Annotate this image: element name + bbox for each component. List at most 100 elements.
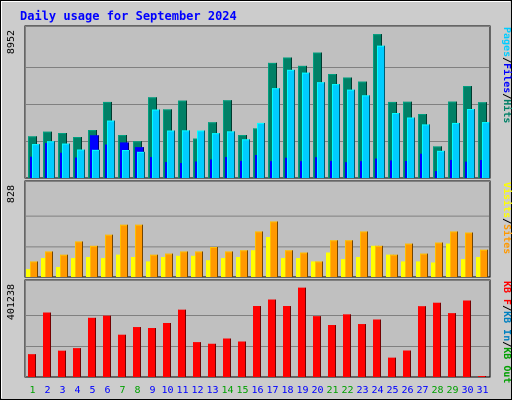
x-tick-label: 20 xyxy=(311,385,323,396)
bar-pages xyxy=(347,89,355,178)
bar-kbf xyxy=(358,324,366,377)
bar-pages xyxy=(437,150,445,178)
x-tick-label: 5 xyxy=(89,385,95,396)
bar-sites xyxy=(210,247,218,277)
bar-sites xyxy=(255,231,263,277)
bar-kbf xyxy=(208,343,216,377)
legend-item-top: / xyxy=(501,57,512,63)
bar-kbf xyxy=(433,302,441,377)
legend-bottom: KB F/KB In/KB Out xyxy=(501,281,512,383)
bar-sites xyxy=(375,245,383,277)
bar-kbf xyxy=(133,327,141,377)
bar-sites xyxy=(270,221,278,277)
x-tick-label: 1 xyxy=(29,385,35,396)
bar-kbf xyxy=(118,334,126,377)
bar-kbf xyxy=(58,350,66,377)
x-tick-label: 18 xyxy=(281,385,293,396)
x-tick-label: 22 xyxy=(341,385,353,396)
bar-sites xyxy=(45,251,53,277)
bar-sites xyxy=(195,251,203,277)
x-tick-label: 29 xyxy=(446,385,458,396)
x-tick-label: 16 xyxy=(251,385,263,396)
bar-pages xyxy=(272,88,280,178)
x-tick-label: 11 xyxy=(176,385,188,396)
bar-sites xyxy=(420,253,428,277)
bar-sites xyxy=(240,250,248,277)
bar-sites xyxy=(105,234,113,277)
bar-pages xyxy=(302,72,310,178)
x-tick-label: 8 xyxy=(134,385,140,396)
bar-kbf xyxy=(43,312,51,377)
legend-item-bottom: KB In xyxy=(501,311,512,341)
x-tick-label: 25 xyxy=(386,385,398,396)
x-tick-label: 26 xyxy=(401,385,413,396)
bar-pages xyxy=(287,69,295,178)
bar-sites xyxy=(405,243,413,277)
legend-item-top: Pages xyxy=(501,27,512,57)
bar-sites xyxy=(75,241,83,277)
x-tick-label: 17 xyxy=(266,385,278,396)
bar-pages xyxy=(317,82,325,178)
legend-item-top: Files xyxy=(501,63,512,93)
bar-sites xyxy=(315,261,323,277)
bar-kbf xyxy=(238,341,246,377)
bar-pages xyxy=(212,133,220,178)
bar-pages xyxy=(467,109,475,178)
bar-pages xyxy=(182,130,190,178)
bar-pages xyxy=(257,122,265,178)
bar-pages xyxy=(392,113,400,178)
bar-pages xyxy=(482,122,490,178)
x-tick-label: 7 xyxy=(119,385,125,396)
bar-sites xyxy=(360,231,368,277)
bar-kbf xyxy=(163,322,171,377)
bar-kbf xyxy=(103,315,111,377)
bar-kbf xyxy=(298,287,306,377)
bar-pages xyxy=(407,117,415,178)
y-max-label-bottom: 401238 xyxy=(6,284,17,320)
x-tick-label: 9 xyxy=(149,385,155,396)
x-tick-label: 27 xyxy=(416,385,428,396)
bar-kbf xyxy=(253,306,261,377)
bar-sites xyxy=(180,251,188,277)
bars-middle xyxy=(26,221,488,277)
bar-sites xyxy=(30,261,38,277)
bar-pages xyxy=(122,150,130,178)
bar-kbf xyxy=(328,325,336,377)
bar-pages xyxy=(152,109,160,178)
bar-sites xyxy=(90,245,98,277)
bar-kbf xyxy=(478,376,486,377)
x-tick-label: 13 xyxy=(206,385,218,396)
x-tick-label: 28 xyxy=(431,385,443,396)
bar-sites xyxy=(285,250,293,277)
bar-pages xyxy=(32,144,40,178)
x-tick-label: 19 xyxy=(296,385,308,396)
bar-sites xyxy=(450,231,458,277)
bar-kbf xyxy=(88,317,96,377)
bars-top xyxy=(28,34,490,179)
bar-pages xyxy=(77,149,85,178)
bar-kbf xyxy=(448,313,456,377)
bar-sites xyxy=(225,251,233,277)
x-tick-label: 4 xyxy=(74,385,80,396)
bar-pages xyxy=(197,130,205,178)
bar-pages xyxy=(227,131,235,178)
bar-kbf xyxy=(388,357,396,377)
x-tick-label: 12 xyxy=(191,385,203,396)
chart-title: Daily usage for September 2024 xyxy=(20,9,237,23)
bar-kbf xyxy=(283,306,291,377)
bar-kbf xyxy=(343,314,351,377)
legend-item-middle: Sites xyxy=(501,224,512,254)
legend-item-bottom: KB F xyxy=(501,281,512,305)
bar-sites xyxy=(300,252,308,277)
bar-sites xyxy=(480,249,488,277)
panel-top xyxy=(24,25,491,179)
x-tick-label: 10 xyxy=(161,385,173,396)
x-tick-label: 24 xyxy=(371,385,383,396)
bar-pages xyxy=(107,120,115,178)
bar-kbf xyxy=(223,338,231,377)
x-tick-label: 30 xyxy=(461,385,473,396)
x-tick-label: 23 xyxy=(356,385,368,396)
bar-pages xyxy=(377,45,385,179)
bar-sites xyxy=(390,254,398,277)
bar-kbf xyxy=(418,306,426,377)
